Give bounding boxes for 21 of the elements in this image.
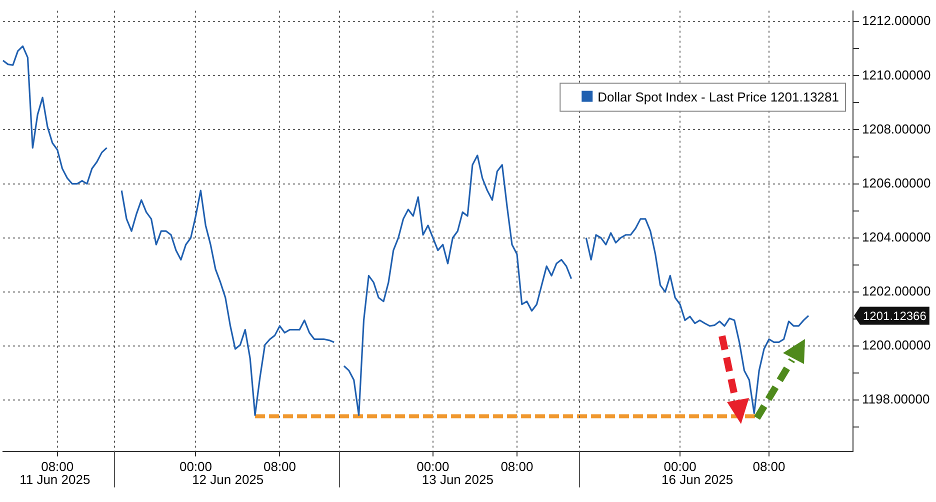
text: 11 Jun 2025	[20, 472, 90, 487]
text: 1201.12366	[863, 309, 927, 324]
x-tick-label: 08:00	[41, 458, 74, 474]
text: 13 Jun 2025	[422, 472, 494, 487]
x-tick-label: 00:00	[664, 458, 696, 474]
y-tick-label: 1198.00000	[862, 392, 930, 407]
y-tick-label: 1202.00000	[862, 283, 931, 298]
text: 12 Jun 2025	[192, 472, 264, 487]
text: 16 Jun 2025	[662, 472, 734, 487]
y-tick-label: 1208.00000	[862, 121, 931, 136]
x-tick-label: 00:00	[179, 458, 212, 474]
y-tick-label: 1204.00000	[862, 229, 931, 244]
x-tick-label: 00:00	[416, 458, 450, 474]
y-tick-label: 1212.00000	[862, 13, 931, 28]
legend-label: Dollar Spot Index - Last Price 1201.13281	[598, 89, 840, 104]
x-tick-label: 08:00	[500, 458, 534, 474]
y-tick-label: 1210.00000	[862, 67, 931, 82]
x-tick-label: 08:00	[752, 458, 786, 474]
y-tick-label: 1206.00000	[862, 175, 931, 190]
y-tick-label: 1200.00000	[862, 338, 931, 353]
x-tick-label: 08:00	[263, 458, 296, 474]
